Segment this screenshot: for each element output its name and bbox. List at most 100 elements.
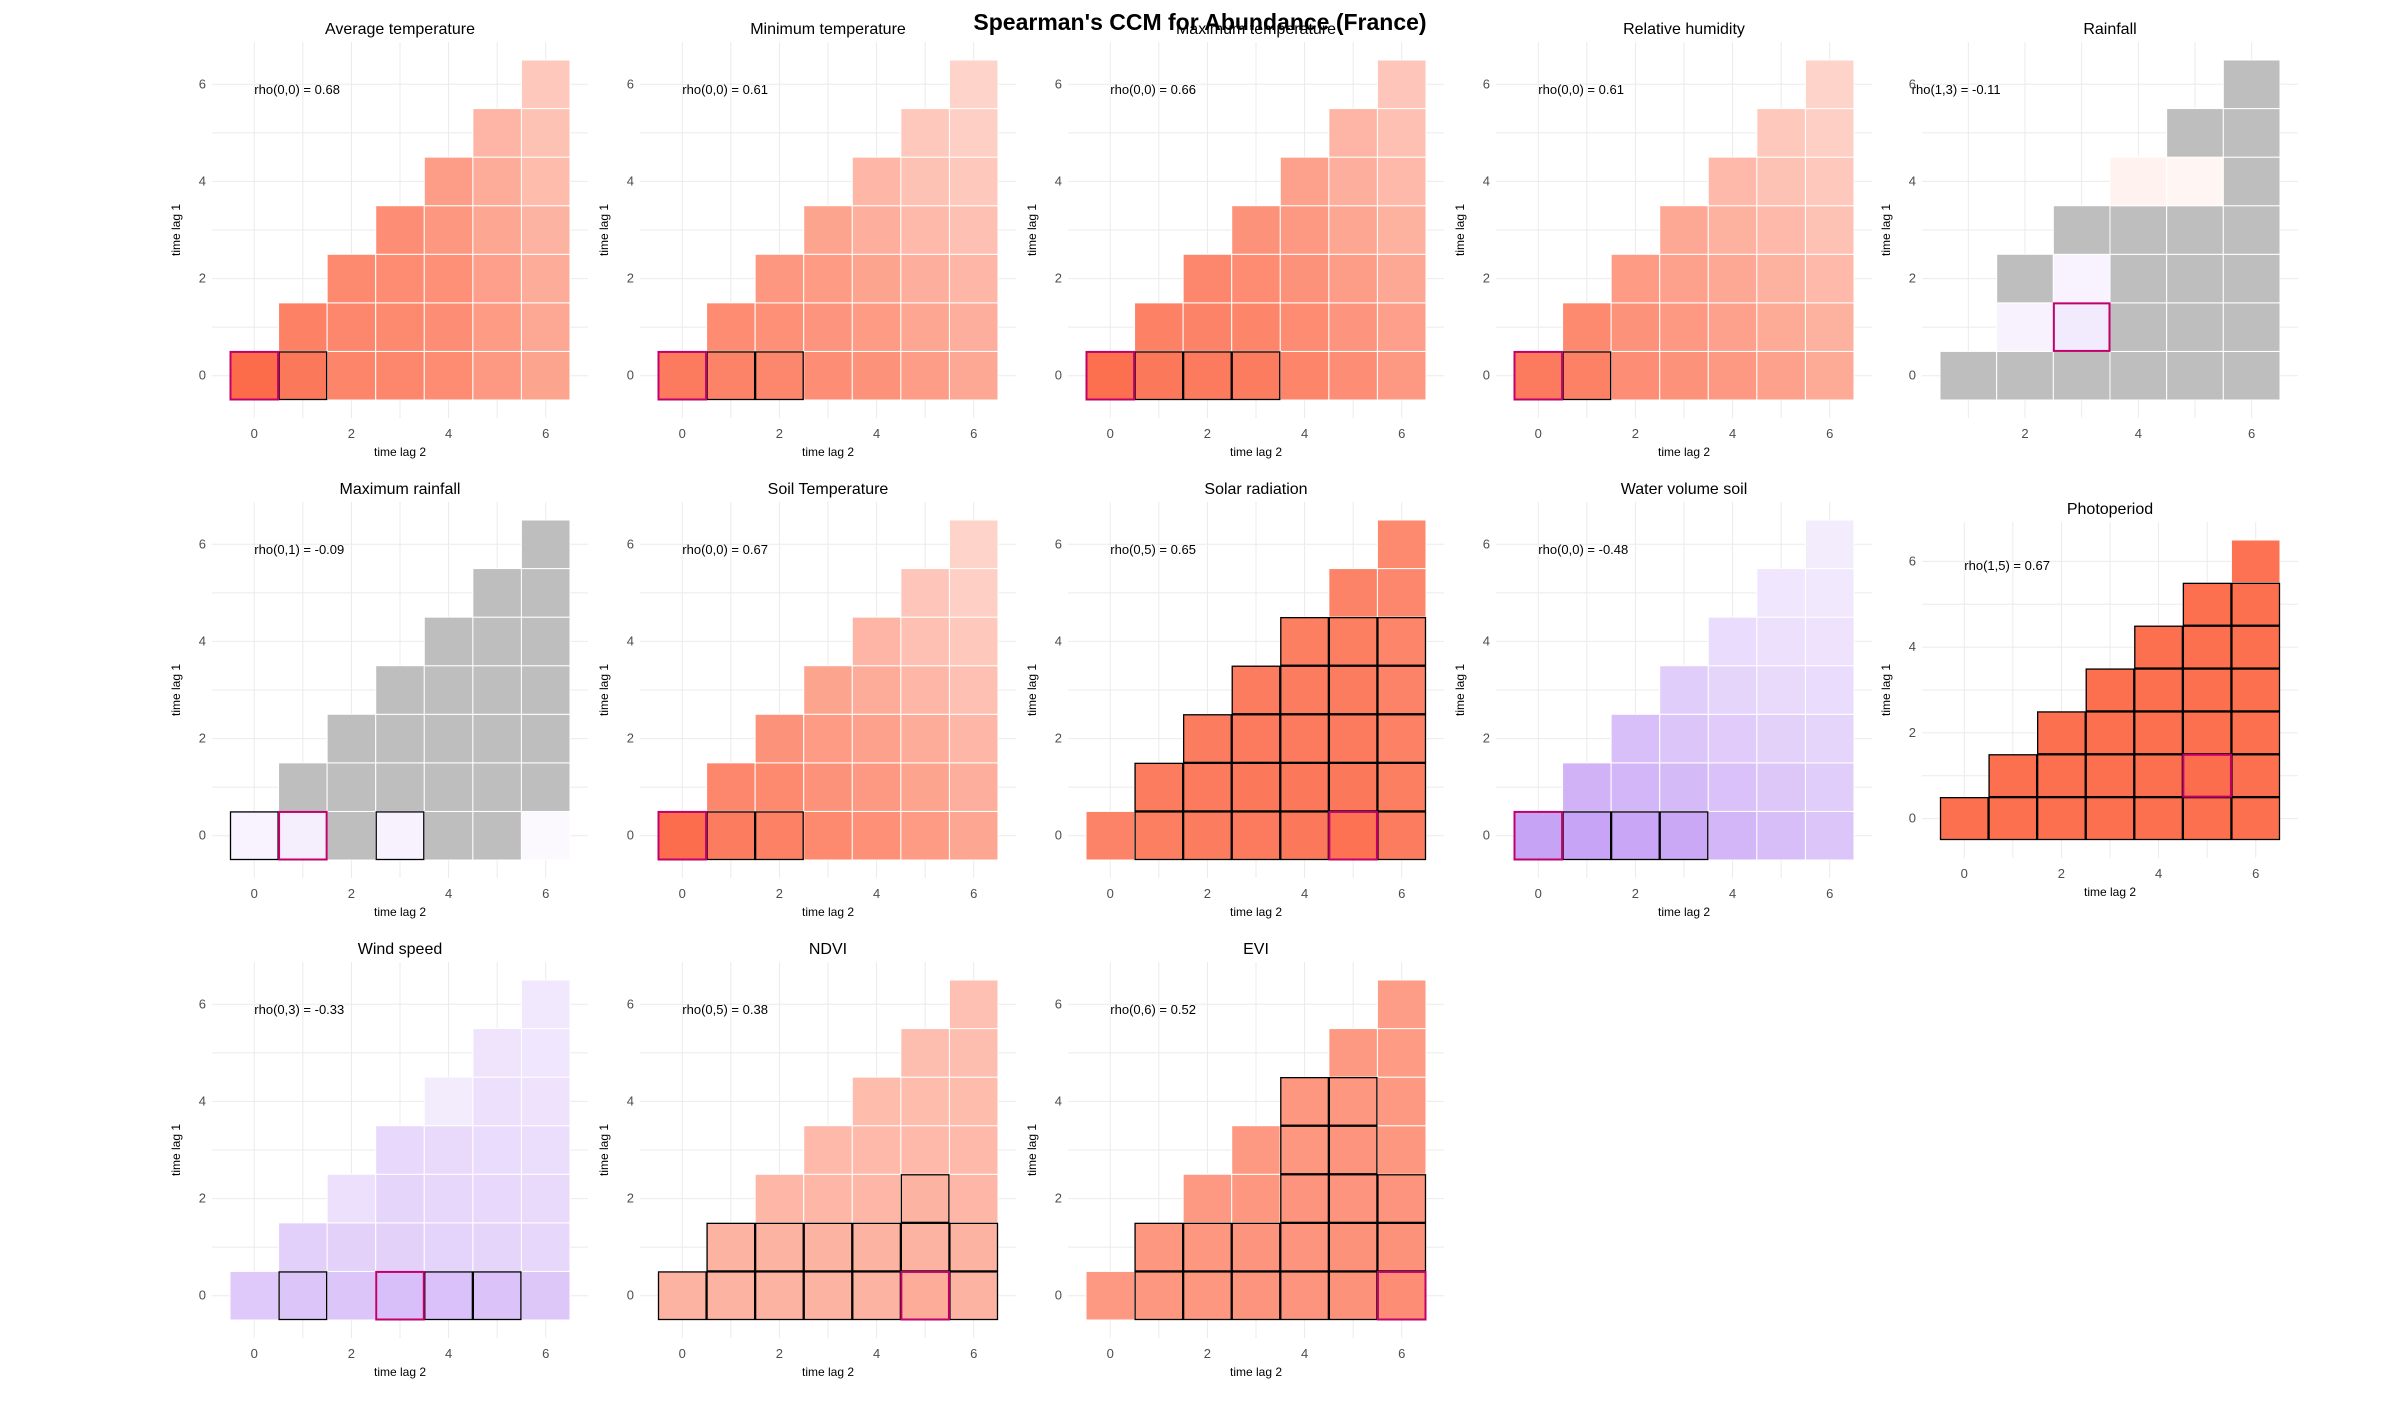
y-tick-label: 2 <box>1483 271 1490 286</box>
heatmap-cell <box>1804 519 1855 570</box>
heatmap-cell <box>657 1270 708 1321</box>
y-tick-label: 2 <box>627 271 634 286</box>
heatmap-cell <box>803 665 853 715</box>
heatmap-cell <box>423 205 474 255</box>
y-tick-label: 4 <box>1483 633 1490 648</box>
heatmap-cell <box>1328 1028 1378 1078</box>
heatmap-cell <box>520 1076 571 1127</box>
heatmap-cell <box>948 665 999 715</box>
heatmap-cell <box>1804 59 1855 110</box>
heatmap-cell <box>2182 668 2232 712</box>
panel-title: Maximum rainfall <box>340 481 461 498</box>
heatmap-cell <box>1328 713 1378 764</box>
heatmap-cell <box>1610 762 1661 812</box>
heatmap-cell <box>1231 302 1281 352</box>
best-lag-outline <box>900 1270 950 1321</box>
heatmap-cell <box>1659 205 1709 255</box>
heatmap-cell <box>1231 810 1281 861</box>
panel-title: Photoperiod <box>2067 501 2153 518</box>
heatmap-cell <box>423 810 474 861</box>
x-tick-label: 4 <box>1729 886 1736 901</box>
significant-outline <box>1377 665 1427 715</box>
heatmap-cell <box>1376 810 1427 861</box>
heatmap-cell <box>1376 253 1427 304</box>
y-tick-label: 2 <box>199 1191 206 1206</box>
heatmap-cell <box>520 519 571 570</box>
y-tick-label: 6 <box>627 996 634 1011</box>
heatmap-cell <box>1996 253 2054 304</box>
significant-outline <box>1659 811 1709 861</box>
panel-grid: Average temperature rho(0,0) = 0.68 0 2 4 6 0 2… <box>169 21 2298 1379</box>
figure-title: Spearman's CCM for Abundance (France) <box>973 9 1426 35</box>
heatmap-cell <box>326 1270 377 1321</box>
significant-outline <box>1988 754 2038 798</box>
heatmap-cell <box>948 1270 999 1321</box>
heatmap-cell <box>948 810 999 861</box>
significant-outline <box>1280 1271 1330 1321</box>
panel-minimum-temperature: Minimum temperature rho(0,0) = 0.61 0 2 4 6 0 2… <box>597 21 1016 459</box>
y-tick-label: 6 <box>1483 76 1490 91</box>
heatmap-cell <box>520 979 571 1030</box>
x-tick-label: 6 <box>1398 1346 1405 1361</box>
heatmap-cell <box>520 1173 571 1224</box>
x-axis-label: time lag 2 <box>374 905 426 919</box>
heatmap-cell <box>948 1125 999 1175</box>
heatmap-cell <box>754 762 805 812</box>
heatmap-cell <box>2109 156 2168 207</box>
x-tick-label: 4 <box>873 426 880 441</box>
x-tick-label: 2 <box>2021 426 2028 441</box>
y-tick-label: 4 <box>1055 173 1062 188</box>
y-tick-label: 0 <box>1055 368 1062 383</box>
best-lag-outline <box>1328 810 1378 861</box>
heatmap-cell <box>803 350 853 401</box>
significant-outline <box>1231 714 1281 764</box>
heatmap-cell <box>1182 253 1233 304</box>
significant-outline <box>1328 665 1378 715</box>
heatmap-cell <box>948 205 999 255</box>
heatmap-cell <box>851 810 902 861</box>
heatmap-cell <box>520 713 571 764</box>
heatmap-cell <box>2052 205 2111 255</box>
significant-outline <box>900 1222 950 1272</box>
best-lag-outline <box>657 810 708 861</box>
heatmap-cell <box>520 302 571 352</box>
x-tick-label: 4 <box>1729 426 1736 441</box>
heatmap-cell <box>1804 205 1855 255</box>
heatmap-cell <box>375 1222 425 1272</box>
x-axis-label: time lag 2 <box>802 1365 854 1379</box>
heatmap-cell <box>520 205 571 255</box>
heatmap-cells <box>1085 519 1427 861</box>
heatmap-cell <box>2133 668 2184 712</box>
heatmap-cell <box>754 253 805 304</box>
heatmap-cell <box>851 302 902 352</box>
heatmap-cell <box>520 616 571 667</box>
heatmap-cell <box>948 156 999 207</box>
x-axis-label: time lag 2 <box>1658 445 1710 459</box>
heatmap-cell <box>2133 796 2184 841</box>
heatmap-cell <box>520 1270 571 1321</box>
heatmap-cell <box>1376 568 1427 618</box>
heatmap-cell <box>1231 350 1281 401</box>
significant-outline <box>900 1174 950 1224</box>
heatmap-cell <box>423 302 474 352</box>
significant-outline <box>706 1271 756 1321</box>
heatmap-cell <box>472 665 522 715</box>
y-tick-label: 0 <box>199 828 206 843</box>
heatmap-cell <box>1659 810 1709 861</box>
heatmap-cell <box>851 1173 902 1224</box>
panel-title: Wind speed <box>358 941 443 958</box>
heatmap-cell <box>472 205 522 255</box>
x-tick-label: 6 <box>1398 426 1405 441</box>
heatmap-cell <box>2222 302 2281 352</box>
heatmap-cell <box>1328 108 1378 158</box>
heatmap-cell <box>851 1222 902 1272</box>
heatmap-cell <box>2052 350 2111 401</box>
best-lag-outline <box>1085 350 1136 401</box>
heatmap-cell <box>423 1270 474 1321</box>
y-tick-label: 0 <box>1483 828 1490 843</box>
significant-outline <box>1328 762 1378 812</box>
heatmap-cell <box>2230 539 2281 584</box>
x-tick-label: 2 <box>776 886 783 901</box>
heatmap-cell <box>1513 810 1564 861</box>
